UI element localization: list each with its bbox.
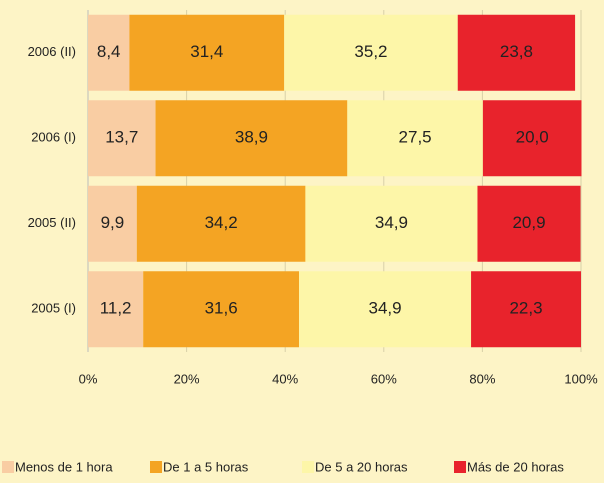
value-label: 20,0 [516,128,549,147]
value-label: 31,6 [205,299,238,318]
value-label: 34,2 [205,213,238,232]
legend-label: Menos de 1 hora [15,459,113,474]
value-label: 20,9 [512,213,545,232]
legend-label: De 5 a 20 horas [315,459,408,474]
bar-segment [477,185,581,262]
value-label: 34,9 [368,299,401,318]
value-label: 8,4 [97,42,121,61]
bar-segment [88,271,144,348]
value-label: 9,9 [101,213,125,232]
x-tick-label: 40% [272,371,298,386]
x-tick-label: 0% [79,371,98,386]
legend-swatch [150,461,162,473]
legend-swatch [2,461,14,473]
value-label: 22,3 [509,299,542,318]
bar-segment [347,100,483,177]
value-label: 27,5 [399,128,432,147]
bar-segment [88,14,130,91]
bar-segment [284,14,458,91]
y-tick-label: 2006 (I) [31,130,76,145]
value-label: 13,7 [105,128,138,147]
bar-segment [299,271,472,348]
y-tick-label: 2005 (I) [31,301,76,316]
legend-label: Más de 20 horas [467,459,564,474]
value-label: 34,9 [375,213,408,232]
x-tick-label: 100% [564,371,598,386]
bar-segment [155,100,348,177]
x-tick-label: 20% [174,371,200,386]
bar-segment [143,271,300,348]
value-label: 23,8 [500,42,533,61]
bar-segment [136,185,306,262]
bar-segment [129,14,285,91]
x-tick-label: 80% [469,371,495,386]
value-label: 35,2 [354,42,387,61]
bar-segment [88,100,156,177]
legend-swatch [454,461,466,473]
bar-segment [471,271,581,348]
y-tick-label: 2006 (II) [28,44,76,59]
value-label: 11,2 [100,299,132,318]
bar-segment [88,185,137,262]
value-label: 38,9 [235,128,268,147]
legend-label: De 1 a 5 horas [163,459,249,474]
bar-segment [305,185,478,262]
legend-swatch [302,461,314,473]
value-label: 31,4 [190,42,223,61]
bar-segment [457,14,576,91]
bar-segment [482,100,582,177]
x-tick-label: 60% [371,371,397,386]
y-tick-label: 2005 (II) [28,215,76,230]
